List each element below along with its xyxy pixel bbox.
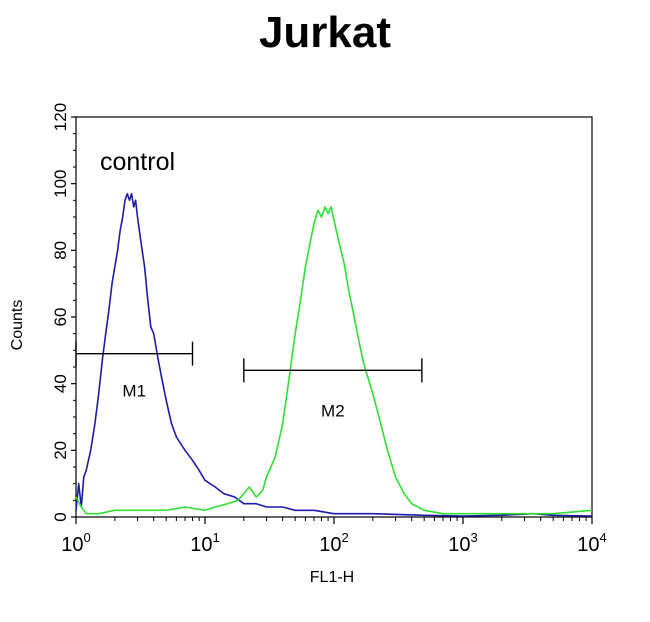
series-layer	[75, 192, 593, 517]
y-axis-label: Counts	[9, 300, 26, 351]
y-tick-label: 120	[51, 103, 70, 131]
axes-layer: 0 20 40 60 80 100 120 100 101 102 103 104	[51, 103, 607, 556]
plot-frame	[75, 116, 593, 518]
plot-border	[75, 116, 593, 518]
series-line-1	[75, 206, 593, 515]
x-tick-label: 101	[190, 530, 219, 556]
y-tick-label: 80	[51, 241, 70, 260]
x-axis-label: FL1-H	[310, 569, 354, 586]
y-tick-label: 60	[51, 308, 70, 327]
control-annotation: control	[100, 148, 175, 176]
y-tick-label: 20	[51, 441, 70, 460]
marker-layer: M1 M2	[75, 341, 423, 420]
x-tick-label: 104	[577, 530, 606, 556]
x-tick-label: 102	[319, 530, 348, 556]
y-tick-label: 100	[51, 169, 70, 197]
chart-title: Jurkat	[258, 8, 392, 57]
y-tick-label: 0	[51, 512, 70, 521]
y-tick-label: 40	[51, 374, 70, 393]
marker-m2-label: M2	[321, 401, 345, 420]
series-line-0	[75, 192, 593, 517]
x-tick-label: 100	[61, 530, 90, 556]
x-tick-label: 103	[448, 530, 477, 556]
marker-m1-label: M1	[122, 381, 146, 400]
